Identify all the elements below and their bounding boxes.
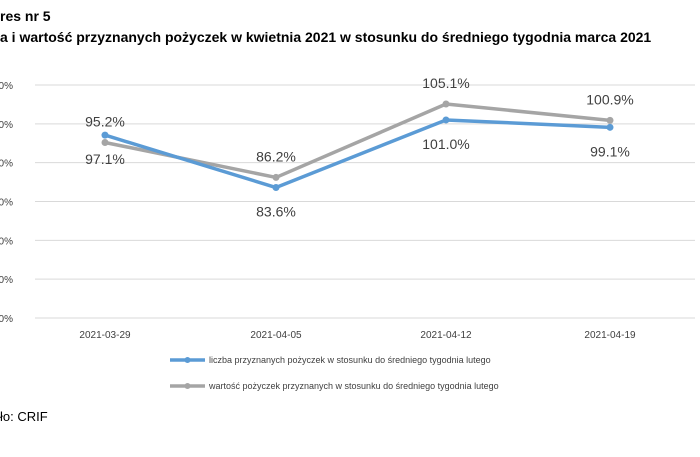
legend-label: wartość pożyczek przyznanych w stosunku …	[208, 381, 499, 391]
y-tick-label: 0%	[0, 314, 13, 325]
series-line-1	[104, 102, 611, 180]
series-line-0	[104, 118, 611, 190]
y-tick-label: 0%	[0, 236, 13, 247]
data-point	[606, 123, 614, 131]
data-label: 97.1%	[85, 151, 125, 167]
x-tick-label: 2021-04-12	[420, 330, 472, 341]
x-axis-tick-labels: 2021-03-29 2021-04-05 2021-04-12 2021-04-19	[79, 330, 636, 341]
y-axis-tick-labels: 0% 0% 0% 0% 0% 0% 0%	[0, 81, 13, 325]
data-labels: 95.2% 86.2% 105.1% 100.9% 97.1% 83.6% 101.0% 99…	[85, 75, 634, 219]
data-label: 86.2%	[256, 148, 296, 164]
data-label: 101.0%	[422, 136, 469, 152]
y-tick-label: 0%	[0, 81, 13, 92]
gridlines	[35, 84, 695, 319]
data-label: 99.1%	[590, 143, 630, 159]
x-tick-label: 2021-04-05	[250, 330, 302, 341]
data-label: 105.1%	[422, 75, 469, 91]
y-tick-label: 0%	[0, 159, 13, 170]
data-point	[442, 116, 450, 124]
data-point	[272, 184, 280, 192]
data-label: 83.6%	[256, 204, 296, 220]
x-tick-label: 2021-04-19	[584, 330, 636, 341]
y-tick-label: 0%	[0, 120, 13, 131]
legend-marker	[184, 357, 191, 363]
line-chart: 0%0%0%0%0%0%0% 2021-03-29 2021-04-05 2021-…	[0, 75, 695, 391]
legend: liczba przyznanych pożyczek w stosunku d…	[170, 355, 499, 391]
legend-label: liczba przyznanych pożyczek w stosunku d…	[209, 355, 491, 365]
data-label: 95.2%	[85, 113, 125, 129]
x-tick-label: 2021-03-29	[79, 330, 131, 341]
y-tick-label: 0%	[0, 275, 13, 286]
legend-marker	[184, 383, 191, 389]
y-tick-label: 0%	[0, 198, 13, 209]
data-point	[101, 131, 109, 139]
data-point	[101, 138, 109, 146]
data-point	[272, 173, 280, 181]
data-point	[606, 116, 614, 124]
chart-title-line-2: a i wartość przyznanych pożyczek w kwiet…	[0, 29, 652, 45]
source-note: ło: CRIF	[0, 409, 48, 424]
cropped-body-text	[0, 437, 700, 457]
series-lines	[101, 100, 614, 192]
chart-title-line-1: res nr 5	[0, 8, 51, 24]
data-label: 100.9%	[586, 91, 633, 107]
data-point	[442, 100, 450, 108]
